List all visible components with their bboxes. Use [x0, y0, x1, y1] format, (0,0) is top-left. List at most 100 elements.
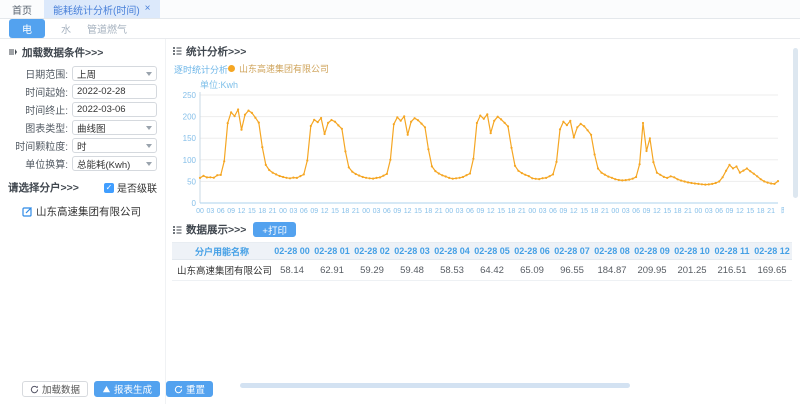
svg-text:15: 15 [414, 208, 422, 215]
plug-icon [9, 49, 17, 55]
chevron-down-icon [146, 71, 152, 76]
svg-text:03: 03 [539, 208, 547, 215]
svg-text:06: 06 [383, 208, 391, 215]
svg-text:18: 18 [341, 208, 349, 215]
svg-text:21: 21 [435, 208, 443, 215]
table-column-header: 分户用能名称 [172, 242, 272, 260]
unit-conversion-select[interactable]: 总能耗(Kwh) [72, 156, 157, 171]
start-time-input[interactable]: 2022-02-28 [72, 84, 157, 99]
svg-text:时: 时 [781, 205, 784, 215]
chart-type-label: 图表类型: [25, 124, 68, 135]
svg-text:200: 200 [183, 113, 197, 122]
table-column-header: 02-28 04 [432, 242, 472, 260]
cascade-toggle[interactable]: ✓ 是否级联 [104, 180, 157, 195]
table-cell-value: 169.65 [752, 259, 792, 281]
chart-type-select[interactable]: 曲线图 [72, 120, 157, 135]
svg-text:15: 15 [663, 208, 671, 215]
svg-text:06: 06 [466, 208, 474, 215]
svg-text:21: 21 [601, 208, 609, 215]
list-icon [173, 225, 182, 234]
energy-tab-electric[interactable]: 电 [9, 19, 45, 38]
form-row-date-range: 日期范围: 上周 [8, 66, 157, 81]
energy-type-tabs: 电 水 管道燃气 [0, 19, 800, 39]
form-row-chart-type: 图表类型: 曲线图 [8, 120, 157, 135]
svg-text:09: 09 [393, 208, 401, 215]
horizontal-scrollbar[interactable] [240, 383, 630, 388]
svg-text:15: 15 [746, 208, 754, 215]
table-cell-value: 59.29 [352, 259, 392, 281]
granularity-select[interactable]: 时 [72, 138, 157, 153]
generate-report-button[interactable]: 报表生成 [94, 381, 161, 397]
svg-text:18: 18 [258, 208, 266, 215]
tree-item-company[interactable]: 山东高速集团有限公司 [22, 204, 157, 219]
table-column-header: 02-28 07 [552, 242, 592, 260]
svg-text:03: 03 [373, 208, 381, 215]
energy-tab-gas[interactable]: 管道燃气 [87, 25, 127, 36]
data-table: 分户用能名称 02-28 00 02-28 01 02-28 02 02-28 03 02… [172, 242, 792, 281]
form-row-end-time: 时间终止: 2022-03-06 [8, 102, 157, 117]
svg-text:18: 18 [425, 208, 433, 215]
chevron-down-icon [146, 125, 152, 130]
svg-text:21: 21 [269, 208, 277, 215]
chevron-down-icon [146, 143, 152, 148]
refresh-icon [174, 385, 183, 393]
tab-home[interactable]: 首页 [12, 5, 32, 17]
tab-title: 能耗统计分析(时间) [53, 5, 140, 17]
svg-text:03: 03 [206, 208, 214, 215]
form-row-start-time: 时间起始: 2022-02-28 [8, 84, 157, 99]
svg-text:00: 00 [362, 208, 370, 215]
svg-text:09: 09 [643, 208, 651, 215]
svg-text:09: 09 [310, 208, 318, 215]
svg-text:15: 15 [497, 208, 505, 215]
tab-energy-analysis[interactable]: 能耗统计分析(时间) × [44, 0, 160, 18]
unit-conversion-label: 单位换算: [25, 160, 68, 171]
svg-text:09: 09 [227, 208, 235, 215]
form-row-unit: 单位换算: 总能耗(Kwh) [8, 156, 157, 171]
tab-close-icon[interactable]: × [144, 3, 151, 14]
svg-text:21: 21 [518, 208, 526, 215]
svg-text:03: 03 [622, 208, 630, 215]
cascade-label: 是否级联 [117, 184, 157, 195]
hourly-analysis-link[interactable]: 逐时统计分析 [174, 65, 229, 75]
svg-text:00: 00 [694, 208, 702, 215]
svg-text:09: 09 [476, 208, 484, 215]
table-cell-value: 64.42 [472, 259, 512, 281]
svg-text:06: 06 [715, 208, 723, 215]
table-cell-value: 62.91 [312, 259, 352, 281]
table-column-header: 02-28 03 [392, 242, 432, 260]
svg-text:06: 06 [300, 208, 308, 215]
chevron-down-icon [146, 161, 152, 166]
energy-tab-water[interactable]: 水 [61, 25, 71, 36]
date-range-select[interactable]: 上周 [72, 66, 157, 81]
table-cell-value: 65.09 [512, 259, 552, 281]
table-column-header: 02-28 00 [272, 242, 312, 260]
reset-button[interactable]: 重置 [166, 381, 214, 397]
chart-legend[interactable]: 山东高速集团有限公司 [228, 62, 329, 75]
filter-panel: 加载数据条件>>> 日期范围: 上周 时间起始: 2022-02-28 [0, 39, 214, 404]
table-cell-value: 59.48 [392, 259, 432, 281]
browser-tab-bar: 首页 能耗统计分析(时间) × [0, 0, 800, 19]
date-range-label: 日期范围: [25, 70, 68, 81]
svg-text:12: 12 [404, 208, 412, 215]
svg-text:21: 21 [352, 208, 360, 215]
table-row[interactable]: 山东高速集团有限公司 58.14 62.91 59.29 59.48 58.53 64.42… [172, 259, 792, 281]
end-time-input[interactable]: 2022-03-06 [72, 102, 157, 117]
analysis-panel: 统计分析>>> 逐时统计分析 山东高速集团有限公司 单位:Kwh 0 50 100 1… [166, 39, 800, 404]
chart-head: 逐时统计分析 山东高速集团有限公司 [172, 62, 794, 75]
svg-text:03: 03 [456, 208, 464, 215]
legend-dot-icon [228, 65, 235, 72]
tree-item-label: 山东高速集团有限公司 [36, 206, 141, 218]
vertical-scrollbar[interactable] [793, 48, 798, 198]
table-cell-value: 216.51 [712, 259, 752, 281]
print-button[interactable]: +打印 [253, 222, 296, 237]
table-cell-value: 58.14 [272, 259, 312, 281]
svg-text:18: 18 [508, 208, 516, 215]
load-data-button[interactable]: 加载数据 [22, 381, 89, 397]
refresh-icon [30, 385, 39, 393]
svg-text:06: 06 [632, 208, 640, 215]
table-cell-value: 58.53 [432, 259, 472, 281]
cascade-checkbox[interactable]: ✓ [104, 182, 114, 193]
svg-text:150: 150 [183, 134, 197, 143]
